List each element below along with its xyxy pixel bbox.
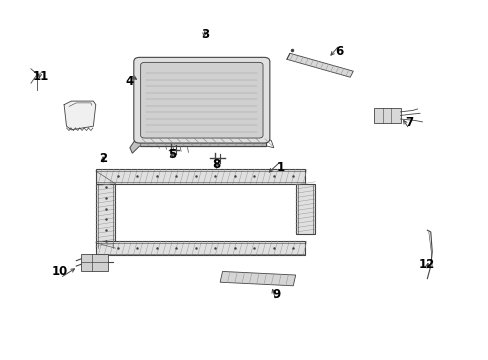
- Text: 2: 2: [99, 152, 107, 165]
- Text: 10: 10: [52, 265, 68, 278]
- Text: 6: 6: [335, 45, 343, 58]
- Text: 1: 1: [276, 161, 285, 174]
- Text: 9: 9: [271, 288, 280, 301]
- Text: 8: 8: [212, 158, 221, 171]
- Bar: [373, 108, 400, 123]
- FancyBboxPatch shape: [141, 62, 263, 138]
- Bar: [81, 253, 108, 271]
- Text: 11: 11: [33, 70, 49, 83]
- Polygon shape: [286, 53, 353, 77]
- Text: 7: 7: [405, 116, 412, 129]
- Text: 5: 5: [168, 148, 176, 161]
- Text: 12: 12: [417, 258, 434, 271]
- Polygon shape: [64, 101, 96, 130]
- Bar: [295, 184, 315, 234]
- Text: 4: 4: [125, 75, 134, 88]
- Polygon shape: [220, 271, 295, 286]
- Polygon shape: [140, 139, 266, 146]
- Bar: [96, 184, 115, 248]
- Text: 3: 3: [201, 28, 209, 41]
- FancyBboxPatch shape: [134, 57, 269, 143]
- Polygon shape: [130, 139, 140, 153]
- Bar: [96, 241, 305, 255]
- Bar: [96, 169, 305, 184]
